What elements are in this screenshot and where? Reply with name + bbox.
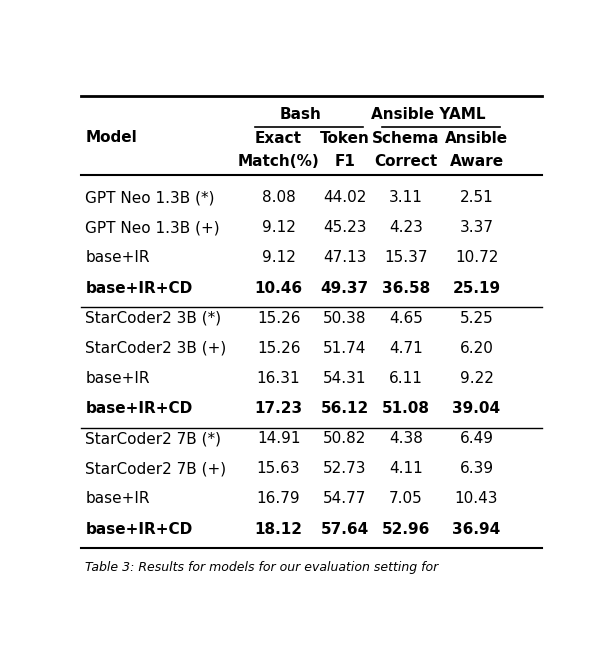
- Text: 36.94: 36.94: [452, 522, 500, 537]
- Text: StarCoder2 3B (*): StarCoder2 3B (*): [85, 311, 221, 326]
- Text: F1: F1: [334, 154, 355, 169]
- Text: Ansible: Ansible: [445, 131, 508, 146]
- Text: 16.31: 16.31: [257, 371, 300, 386]
- Text: 7.05: 7.05: [389, 492, 423, 507]
- Text: 6.11: 6.11: [389, 371, 423, 386]
- Text: 9.22: 9.22: [460, 371, 494, 386]
- Text: 9.12: 9.12: [261, 250, 295, 265]
- Text: 4.65: 4.65: [389, 311, 423, 326]
- Text: 6.39: 6.39: [460, 462, 494, 477]
- Text: 54.77: 54.77: [323, 492, 366, 507]
- Text: 8.08: 8.08: [261, 190, 295, 205]
- Text: 6.49: 6.49: [460, 431, 494, 446]
- Text: 47.13: 47.13: [323, 250, 367, 265]
- Text: 39.04: 39.04: [452, 401, 500, 416]
- Text: 15.63: 15.63: [257, 462, 300, 477]
- Text: 15.26: 15.26: [257, 341, 300, 356]
- Text: 57.64: 57.64: [320, 522, 368, 537]
- Text: 51.08: 51.08: [382, 401, 430, 416]
- Text: 52.73: 52.73: [323, 462, 367, 477]
- Text: Aware: Aware: [449, 154, 503, 169]
- Text: 3.37: 3.37: [460, 220, 494, 235]
- Text: 4.38: 4.38: [389, 431, 423, 446]
- Text: base+IR: base+IR: [85, 492, 150, 507]
- Text: 10.72: 10.72: [455, 250, 498, 265]
- Text: Schema: Schema: [372, 131, 440, 146]
- Text: GPT Neo 1.3B (*): GPT Neo 1.3B (*): [85, 190, 215, 205]
- Text: 15.37: 15.37: [384, 250, 427, 265]
- Text: Table 3: Results for models for our evaluation setting for: Table 3: Results for models for our eval…: [85, 561, 439, 574]
- Text: 16.79: 16.79: [257, 492, 300, 507]
- Text: 9.12: 9.12: [261, 220, 295, 235]
- Text: base+IR: base+IR: [85, 371, 150, 386]
- Text: 2.51: 2.51: [460, 190, 494, 205]
- Text: StarCoder2 3B (+): StarCoder2 3B (+): [85, 341, 227, 356]
- Text: 10.46: 10.46: [255, 280, 303, 295]
- Text: 6.20: 6.20: [460, 341, 494, 356]
- Text: 17.23: 17.23: [255, 401, 303, 416]
- Text: base+IR+CD: base+IR+CD: [85, 280, 193, 295]
- Text: Model: Model: [85, 130, 137, 145]
- Text: StarCoder2 7B (+): StarCoder2 7B (+): [85, 462, 227, 477]
- Text: Match(%): Match(%): [238, 154, 319, 169]
- Text: base+IR: base+IR: [85, 250, 150, 265]
- Text: 10.43: 10.43: [455, 492, 499, 507]
- Text: 51.74: 51.74: [323, 341, 366, 356]
- Text: 4.23: 4.23: [389, 220, 423, 235]
- Text: base+IR+CD: base+IR+CD: [85, 401, 193, 416]
- Text: Bash: Bash: [280, 107, 322, 122]
- Text: 36.58: 36.58: [382, 280, 430, 295]
- Text: 50.82: 50.82: [323, 431, 366, 446]
- Text: 5.25: 5.25: [460, 311, 494, 326]
- Text: 44.02: 44.02: [323, 190, 366, 205]
- Text: GPT Neo 1.3B (+): GPT Neo 1.3B (+): [85, 220, 220, 235]
- Text: 50.38: 50.38: [323, 311, 367, 326]
- Text: 45.23: 45.23: [323, 220, 367, 235]
- Text: 4.11: 4.11: [389, 462, 423, 477]
- Text: 25.19: 25.19: [452, 280, 500, 295]
- Text: 15.26: 15.26: [257, 311, 300, 326]
- Text: 56.12: 56.12: [320, 401, 368, 416]
- Text: Token: Token: [320, 131, 370, 146]
- Text: 3.11: 3.11: [389, 190, 423, 205]
- Text: 54.31: 54.31: [323, 371, 367, 386]
- Text: base+IR+CD: base+IR+CD: [85, 522, 193, 537]
- Text: 18.12: 18.12: [255, 522, 303, 537]
- Text: 4.71: 4.71: [389, 341, 423, 356]
- Text: 52.96: 52.96: [382, 522, 430, 537]
- Text: Correct: Correct: [374, 154, 438, 169]
- Text: StarCoder2 7B (*): StarCoder2 7B (*): [85, 431, 221, 446]
- Text: 49.37: 49.37: [320, 280, 368, 295]
- Text: Ansible YAML: Ansible YAML: [371, 107, 485, 122]
- Text: 14.91: 14.91: [257, 431, 300, 446]
- Text: Exact: Exact: [255, 131, 302, 146]
